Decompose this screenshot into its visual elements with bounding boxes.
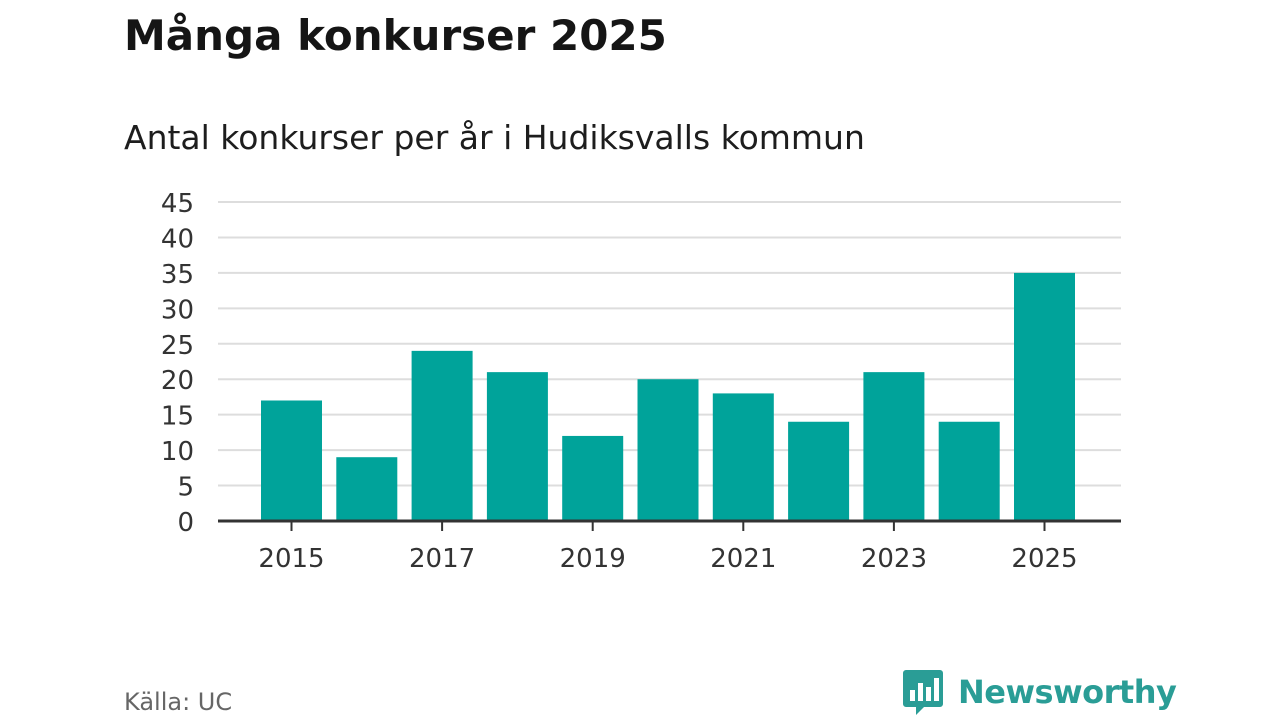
- x-tick-label: 2021: [710, 544, 776, 574]
- bar-2025: [1014, 272, 1075, 521]
- y-tick-label: 20: [161, 366, 194, 396]
- bar-2017: [411, 350, 473, 521]
- x-tick-label: 2019: [560, 544, 626, 574]
- bar-2016: [336, 457, 398, 521]
- y-tick-label: 40: [161, 224, 194, 254]
- x-tick-label: 2017: [409, 544, 475, 574]
- bars: [261, 272, 1075, 521]
- bar-2018: [486, 372, 548, 521]
- x-tick-label: 2025: [1011, 544, 1077, 574]
- y-tick-label: 45: [161, 189, 194, 219]
- y-axis-ticks: 0 5 10 15 20 25 30 35 40 45: [161, 189, 194, 538]
- x-axis-ticks: 2015 2017 2019 2021 2023 2025: [258, 521, 1078, 574]
- bar-2021: [712, 393, 774, 521]
- y-tick-label: 25: [161, 331, 194, 361]
- source-note: Källa: UC: [124, 688, 233, 716]
- chart-subtitle: Antal konkurser per år i Hudiksvalls kom…: [124, 118, 865, 157]
- y-tick-label: 15: [161, 402, 194, 432]
- bar-2019: [562, 435, 624, 521]
- bar-2015: [261, 400, 322, 521]
- chart-title: Många konkurser 2025: [124, 11, 667, 60]
- logo-text: Newsworthy: [958, 673, 1177, 711]
- y-tick-label: 30: [161, 295, 194, 325]
- bar-2023: [863, 372, 925, 521]
- y-tick-label: 10: [161, 437, 194, 467]
- x-tick-label: 2015: [258, 544, 324, 574]
- x-tick-label: 2023: [861, 544, 927, 574]
- y-tick-label: 5: [177, 473, 194, 503]
- bar-2024: [938, 421, 1000, 521]
- bar-2020: [637, 379, 699, 521]
- newsworthy-chart-icon: [903, 670, 943, 715]
- bar-2022: [788, 421, 850, 521]
- y-tick-label: 0: [177, 508, 194, 538]
- y-tick-label: 35: [161, 260, 194, 290]
- newsworthy-logo[interactable]: Newsworthy: [902, 668, 1177, 716]
